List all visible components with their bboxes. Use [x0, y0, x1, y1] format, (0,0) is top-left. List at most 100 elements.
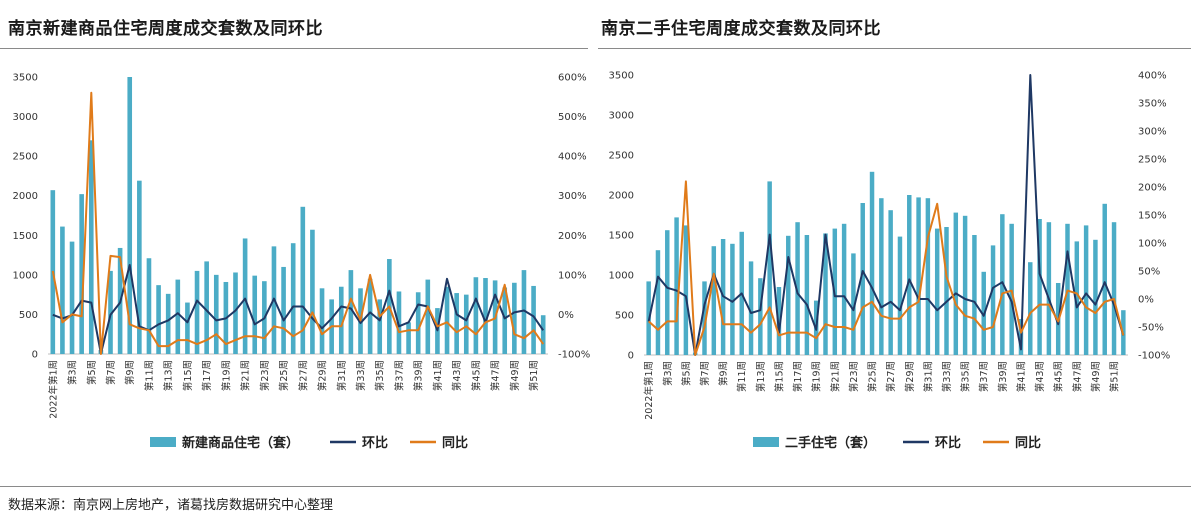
x-tick-label: 第39周	[997, 361, 1009, 392]
bar	[483, 278, 488, 354]
right-axis-tick: 300%	[558, 191, 587, 202]
yoy-line	[51, 91, 545, 355]
bar	[683, 225, 689, 355]
bar	[767, 181, 772, 355]
x-tick-label: 第21周	[240, 360, 252, 391]
bar	[786, 235, 791, 355]
x-tick-label: 第19周	[811, 361, 823, 392]
bar	[213, 274, 219, 354]
x-tick-label: 第11周	[143, 360, 155, 391]
x-tick-label: 2022年第1周	[643, 361, 655, 420]
bar	[512, 282, 517, 354]
bar	[79, 194, 84, 354]
bar	[233, 272, 238, 354]
bar	[60, 226, 65, 354]
x-tick-label: 第7周	[105, 360, 117, 385]
bar	[944, 227, 949, 355]
left-axis-tick: 2500	[609, 151, 634, 162]
bar	[502, 287, 508, 354]
x-tick-label: 第43周	[1034, 361, 1046, 392]
bar	[521, 270, 527, 354]
bar	[907, 195, 912, 355]
bar	[310, 229, 315, 354]
bar	[137, 180, 142, 354]
x-tick-label: 第41周	[1015, 361, 1027, 392]
right-axis-tick: 500%	[558, 112, 587, 123]
bar	[319, 288, 325, 354]
bar	[531, 285, 536, 354]
bar	[175, 279, 181, 354]
bar	[425, 279, 431, 354]
chart-title-new: 南京新建商品住宅周度成交套数及同环比	[8, 19, 323, 39]
x-tick-label: 第21周	[829, 361, 841, 392]
x-tick-label: 第41周	[432, 360, 444, 391]
bar	[156, 285, 161, 354]
x-tick-label: 第27周	[297, 360, 309, 391]
x-tick-label: 第37周	[978, 361, 990, 392]
x-tick-label: 第45周	[470, 360, 482, 391]
bar	[463, 294, 469, 354]
x-tick-label: 第19周	[220, 360, 232, 391]
x-tick-label: 第47周	[490, 360, 502, 391]
left-axis-tick: 1500	[13, 231, 38, 242]
legend-mom-label: 环比	[935, 435, 961, 451]
left-axis-tick: 3000	[13, 112, 38, 123]
x-tick-label: 第11周	[736, 361, 748, 392]
right-axis-tick: 200%	[1138, 183, 1167, 194]
bar	[730, 243, 735, 355]
bar	[916, 197, 921, 355]
title-divider-second	[598, 48, 1191, 49]
bar	[1065, 223, 1070, 355]
left-axis-tick: 1000	[13, 270, 38, 281]
bar	[711, 246, 717, 355]
left-axis-tick: 3500	[609, 71, 634, 82]
bar	[242, 238, 248, 354]
bar	[252, 275, 258, 354]
x-tick-label: 第9周	[124, 360, 136, 385]
bar	[879, 198, 884, 355]
left-axis-tick: 2000	[609, 191, 634, 202]
bar	[972, 235, 977, 355]
x-tick-label: 第23周	[848, 361, 860, 392]
x-tick-label: 第13周	[163, 360, 175, 391]
x-tick-label: 第39周	[413, 360, 425, 391]
bar	[925, 198, 931, 355]
left-axis-tick: 3000	[609, 111, 634, 122]
bar	[108, 270, 113, 354]
legend-bar-label: 二手住宅（套）	[785, 435, 876, 451]
right-axis-tick: 50%	[1138, 267, 1160, 278]
bar	[795, 222, 800, 355]
left-axis-tick: 1500	[609, 231, 634, 242]
chart-new: 0 500 1000 1500 2000 2500 3000 3500 -100% 0% 100% 2…	[13, 73, 591, 452]
left-axis-tick: 1000	[609, 271, 634, 282]
x-tick-label: 第15周	[182, 360, 194, 391]
bar	[860, 203, 865, 355]
bar	[655, 250, 661, 355]
bar	[454, 293, 459, 354]
legend-bar-label: 新建商品住宅（套）	[182, 435, 299, 451]
left-axis-tick: 500	[19, 310, 38, 321]
right-axis-tick: -50%	[1138, 323, 1164, 334]
bar	[953, 212, 959, 355]
yoy-line	[648, 180, 1125, 356]
title-divider-new	[0, 48, 588, 49]
right-axis-tick: -100%	[1138, 351, 1170, 362]
left-axis-tick: 2500	[13, 152, 38, 163]
bar	[1074, 241, 1080, 355]
x-tick-label: 第35周	[374, 360, 386, 391]
x-tick-label: 第17周	[201, 360, 213, 391]
bar	[776, 287, 782, 355]
right-axis-tick: 150%	[1138, 211, 1167, 222]
left-axis-tick: 2000	[13, 191, 38, 202]
legend-bar-swatch	[753, 437, 779, 447]
bar	[69, 241, 75, 354]
x-tick-label: 第43周	[451, 360, 463, 391]
x-tick-label: 第51周	[1109, 361, 1121, 392]
chart-second: 0 500 1000 1500 2000 2500 3000 3500 -100% -50% 0% 5…	[609, 71, 1171, 452]
x-tick-label: 第29周	[904, 361, 916, 392]
bar	[473, 277, 479, 354]
right-axis-tick: 100%	[1138, 239, 1167, 250]
x-tick-label: 第45周	[1053, 361, 1065, 392]
bar	[406, 322, 411, 354]
right-axis-tick: 0%	[558, 310, 574, 321]
